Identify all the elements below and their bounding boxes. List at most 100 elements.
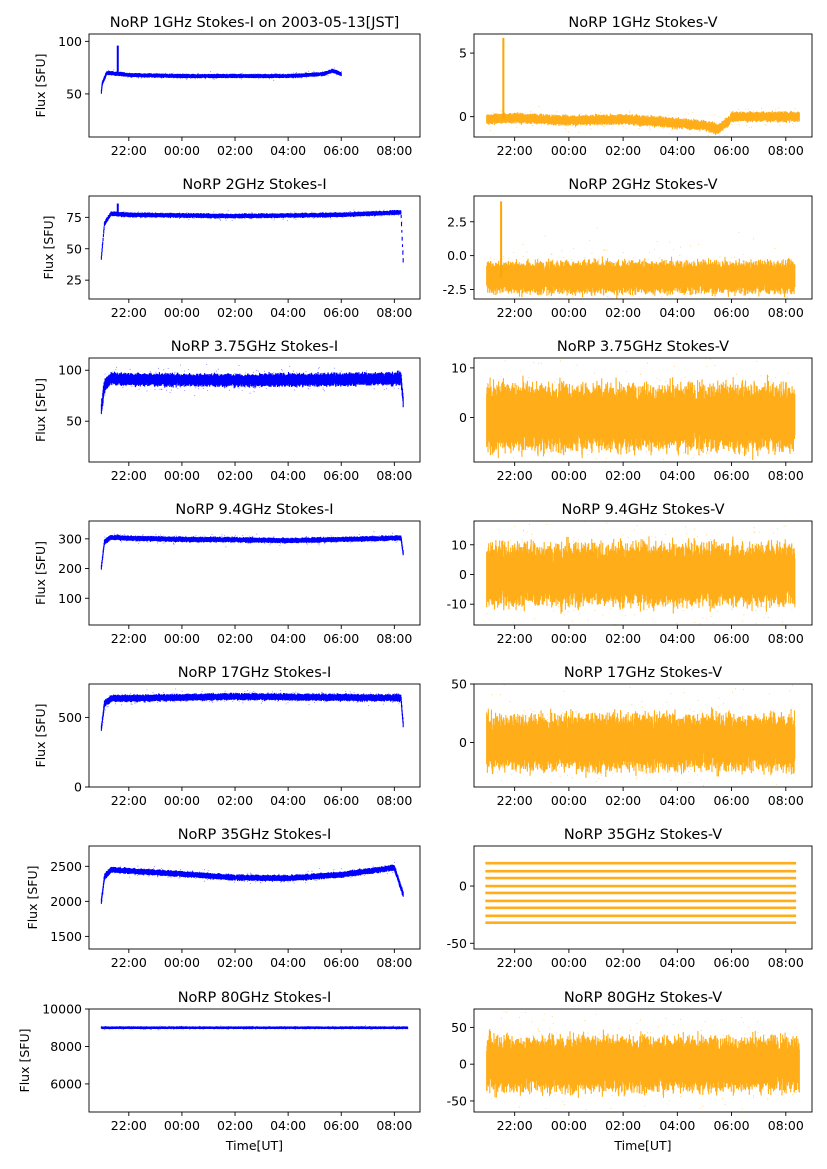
x-tick-label: 04:00 xyxy=(270,468,306,483)
chart-title: NoRP 2GHz Stokes-V xyxy=(568,177,717,193)
x-tick-label: 08:00 xyxy=(768,631,804,646)
data-series xyxy=(486,521,796,625)
data-points xyxy=(486,110,800,136)
x-tick-label: 08:00 xyxy=(376,1118,412,1133)
y-tick-label: 25 xyxy=(66,273,82,288)
x-tick-label: 02:00 xyxy=(605,631,641,646)
x-tick-label: 00:00 xyxy=(164,793,200,808)
y-tick-label: 8000 xyxy=(50,1039,82,1054)
x-tick-label: 06:00 xyxy=(323,305,359,320)
x-tick-label: 04:00 xyxy=(659,631,695,646)
axes-frame xyxy=(473,1008,813,1113)
x-tick-label: 06:00 xyxy=(714,631,750,646)
chart-panel-8: 22:00 00:00 02:00 04:00 06:00 08:00 -10 0 10 NoRP… xyxy=(447,502,813,646)
y-tick-label: 2000 xyxy=(50,894,82,909)
x-tick-label: 06:00 xyxy=(323,143,359,158)
outlier-points xyxy=(104,364,404,398)
x-tick-label: 02:00 xyxy=(217,955,253,970)
axes-frame xyxy=(88,683,421,788)
y-tick-label: 10 xyxy=(451,360,467,375)
y-tick-label: 50 xyxy=(66,241,82,256)
data-series xyxy=(100,1025,409,1031)
y-tick-label: 100 xyxy=(58,363,82,378)
chart-title: NoRP 9.4GHz Stokes-V xyxy=(562,502,725,518)
chart-panel-5: 22:00 00:00 02:00 04:00 06:00 08:00 50 100 NoRP … xyxy=(33,339,421,483)
y-tick-label: 6000 xyxy=(50,1076,82,1091)
data-points xyxy=(100,692,404,731)
x-tick-label: 22:00 xyxy=(497,793,533,808)
x-tick-label: 22:00 xyxy=(111,468,147,483)
chart-title: NoRP 9.4GHz Stokes-I xyxy=(175,502,333,518)
y-tick-label: 75 xyxy=(66,210,82,225)
x-tick-label: 06:00 xyxy=(323,793,359,808)
x-tick-label: 08:00 xyxy=(768,143,804,158)
chart-title: NoRP 1GHz Stokes-V xyxy=(568,15,717,31)
y-tick-label: 200 xyxy=(58,561,82,576)
x-tick-label: 02:00 xyxy=(605,305,641,320)
axes-frame xyxy=(473,845,813,950)
chart-title: NoRP 35GHz Stokes-I xyxy=(178,827,332,843)
chart-panel-10: 22:00 00:00 02:00 04:00 06:00 08:00 0 50 NoRP 17… xyxy=(451,665,813,808)
y-axis-label: Flux [SFU] xyxy=(33,541,48,605)
x-tick-label: 04:00 xyxy=(270,631,306,646)
x-tick-label: 00:00 xyxy=(164,305,200,320)
chart-panel-1: 22:00 00:00 02:00 04:00 06:00 08:00 50 100 NoRP … xyxy=(33,15,421,158)
x-tick-label: 04:00 xyxy=(659,143,695,158)
x-tick-label: 06:00 xyxy=(714,143,750,158)
x-tick-label: 04:00 xyxy=(659,468,695,483)
x-tick-label: 04:00 xyxy=(270,143,306,158)
x-tick-label: 00:00 xyxy=(164,631,200,646)
y-tick-label: 0 xyxy=(459,735,467,750)
x-tick-label: 02:00 xyxy=(605,143,641,158)
y-axis-label: Flux [SFU] xyxy=(25,866,40,930)
y-tick-label: 0 xyxy=(459,879,467,894)
axes-frame xyxy=(473,683,813,788)
y-tick-label: 300 xyxy=(58,531,82,546)
x-tick-label: 22:00 xyxy=(111,955,147,970)
data-points xyxy=(100,209,404,263)
x-tick-label: 00:00 xyxy=(551,793,587,808)
outlier-points xyxy=(103,862,401,889)
x-tick-label: 22:00 xyxy=(111,631,147,646)
data-points xyxy=(486,707,796,778)
x-tick-label: 22:00 xyxy=(497,631,533,646)
x-tick-label: 08:00 xyxy=(376,955,412,970)
y-axis-label: Flux [SFU] xyxy=(33,378,48,442)
axes-frame xyxy=(88,1008,421,1113)
y-tick-label: 2.5 xyxy=(447,214,467,229)
chart-title: NoRP 3.75GHz Stokes-V xyxy=(557,339,729,355)
x-tick-label: 00:00 xyxy=(164,468,200,483)
data-points xyxy=(486,374,796,460)
data-series xyxy=(486,37,800,137)
chart-title: NoRP 17GHz Stokes-I xyxy=(178,665,332,681)
x-tick-label: 22:00 xyxy=(111,143,147,158)
y-axis-label: Flux [SFU] xyxy=(33,704,48,768)
chart-title: NoRP 3.75GHz Stokes-I xyxy=(171,339,338,355)
x-tick-label: 08:00 xyxy=(376,631,412,646)
data-points xyxy=(486,1029,800,1098)
chart-title: NoRP 1GHz Stokes-I on 2003-05-13[JST] xyxy=(110,15,400,31)
x-tick-label: 02:00 xyxy=(217,631,253,646)
y-tick-label: 50 xyxy=(451,1020,467,1035)
x-tick-label: 08:00 xyxy=(768,1118,804,1133)
data-series xyxy=(100,203,404,263)
chart-panel-3: 22:00 00:00 02:00 04:00 06:00 08:00 25 50 75 NoRP… xyxy=(41,177,421,320)
x-tick-label: 22:00 xyxy=(111,305,147,320)
x-axis-label: Time[UT] xyxy=(613,1138,671,1153)
x-tick-label: 02:00 xyxy=(605,793,641,808)
y-tick-label: 2500 xyxy=(50,859,82,874)
outlier-points xyxy=(488,106,799,137)
data-points xyxy=(486,536,796,614)
data-points xyxy=(100,534,404,570)
data-series xyxy=(100,531,404,570)
x-tick-label: 02:00 xyxy=(217,143,253,158)
y-tick-label: -10 xyxy=(447,597,467,612)
axes-frame xyxy=(88,357,421,463)
axes-frame xyxy=(88,195,421,300)
x-tick-label: 06:00 xyxy=(323,468,359,483)
x-tick-label: 08:00 xyxy=(376,468,412,483)
y-tick-label: 0 xyxy=(459,410,467,425)
chart-panel-7: 22:00 00:00 02:00 04:00 06:00 08:00 100 200 300 N… xyxy=(33,502,421,646)
data-series xyxy=(100,45,342,94)
x-tick-label: 08:00 xyxy=(768,305,804,320)
